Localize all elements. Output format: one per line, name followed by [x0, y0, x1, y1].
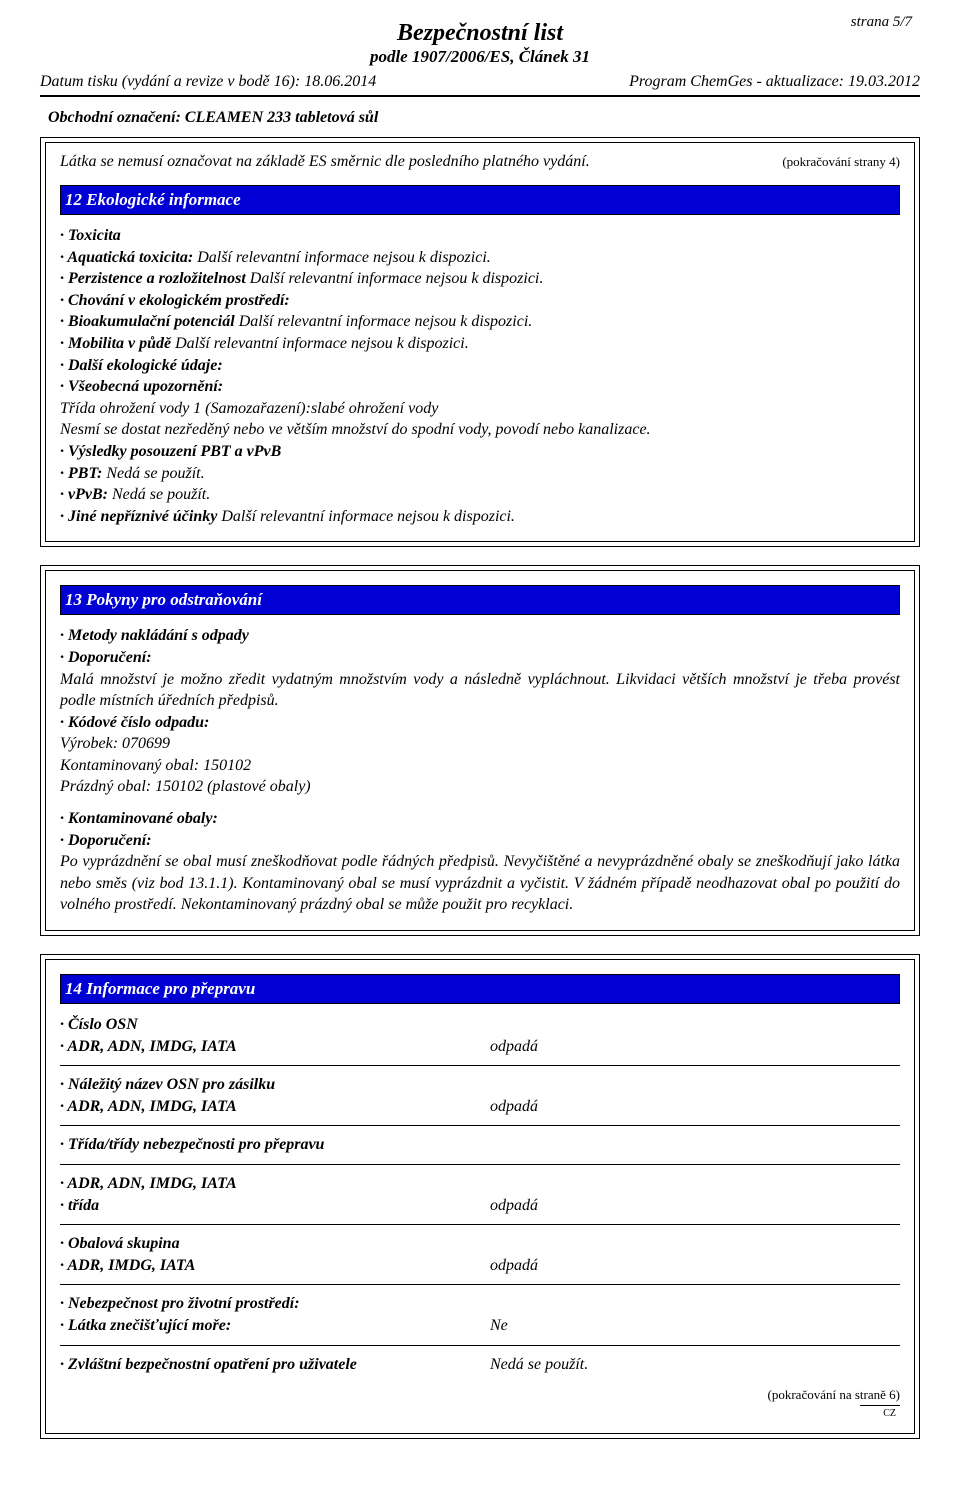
section-14-header: 14 Informace pro přepravu — [60, 974, 900, 1004]
section-13-header: 13 Pokyny pro odstraňování — [60, 585, 900, 615]
document-subtitle: podle 1907/2006/ES, Článek 31 — [40, 47, 920, 67]
other-adverse-value: Další relevantní informace nejsou k disp… — [217, 508, 515, 525]
page: strana 5/7 Bezpečnostní list podle 1907/… — [0, 0, 960, 1497]
divider — [60, 1065, 900, 1066]
divider — [60, 1345, 900, 1346]
hazard-class-label: · Třída/třídy nebezpečnosti pro přepravu — [60, 1134, 490, 1156]
packing-group-modes: · ADR, IMDG, IATA — [60, 1255, 490, 1277]
pbt-value: Nedá se použít. — [102, 465, 204, 482]
continuation-row: Látka se nemusí označovat na základě ES … — [60, 153, 900, 171]
general-notice-heading: · Všeobecná upozornění: — [60, 376, 900, 398]
persistence-label: · Perzistence a rozložitelnost — [60, 270, 246, 287]
contaminated-pack-heading: · Kontaminované obaly: — [60, 808, 900, 830]
water-warning: Nesmí se dostat nezředěný nebo ve větším… — [60, 419, 900, 441]
packaging-disposal-text: Po vyprázdnění se obal musí zneškodňovat… — [60, 851, 900, 916]
program-update: Program ChemGes - aktualizace: 19.03.201… — [629, 73, 920, 91]
divider — [60, 1164, 900, 1165]
special-precautions-value: Nedá se použít. — [490, 1354, 900, 1376]
header-rule — [40, 95, 920, 97]
section-12-header: 12 Ekologické informace — [60, 185, 900, 215]
marine-pollutant-label: · Látka znečišťující moře: — [60, 1315, 490, 1337]
bioaccum-label: · Bioakumulační potenciál — [60, 313, 235, 330]
other-adverse-label: · Jiné nepříznivé účinky — [60, 508, 217, 525]
bioaccum-value: Další relevantní informace nejsou k disp… — [235, 313, 533, 330]
section-13-body: · Metody nakládání s odpady · Doporučení… — [60, 625, 900, 916]
un-number-label: · Číslo OSN — [60, 1014, 490, 1036]
shipping-name-value: odpadá — [490, 1096, 900, 1118]
product-value: CLEAMEN 233 tabletová sůl — [181, 109, 378, 126]
header-meta-row: Datum tisku (vydání a revize v bodě 16):… — [40, 73, 920, 91]
section-13-outer: 13 Pokyny pro odstraňování · Metody nakl… — [40, 565, 920, 936]
recommendation-1-heading: · Doporučení: — [60, 647, 900, 669]
waste-code-contaminated: Kontaminovaný obal: 150102 — [60, 755, 900, 777]
divider — [60, 1125, 900, 1126]
class-value: odpadá — [490, 1195, 900, 1217]
other-eco-heading: · Další ekologické údaje: — [60, 355, 900, 377]
water-hazard-class: Třída ohrožení vody 1 (Samozařazení):sla… — [60, 398, 900, 420]
recommendation-2-heading: · Doporučení: — [60, 830, 900, 852]
waste-code-heading: · Kódové číslo odpadu: — [60, 712, 900, 734]
aquatic-tox-value: Další relevantní informace nejsou k disp… — [193, 249, 491, 266]
section-14-outer: 14 Informace pro přepravu · Číslo OSN · … — [40, 954, 920, 1439]
shipping-name-modes: · ADR, ADN, IMDG, IATA — [60, 1096, 490, 1118]
mobility-value: Další relevantní informace nejsou k disp… — [171, 335, 469, 352]
cz-rule — [860, 1405, 900, 1406]
print-date: Datum tisku (vydání a revize v bodě 16):… — [40, 73, 376, 91]
persistence-value: Další relevantní informace nejsou k disp… — [246, 270, 544, 287]
waste-code-product: Výrobek: 070699 — [60, 733, 900, 755]
vpvb-value: Nedá se použít. — [108, 486, 210, 503]
product-label: Obchodní označení: — [48, 109, 181, 126]
continuation-text: Látka se nemusí označovat na základě ES … — [60, 153, 590, 171]
divider — [60, 1224, 900, 1225]
packing-group-value: odpadá — [490, 1255, 900, 1277]
aquatic-tox-label: · Aquatická toxicita: — [60, 249, 193, 266]
un-number-value: odpadá — [490, 1036, 900, 1058]
mobility-label: · Mobilita v půdě — [60, 335, 171, 352]
behaviour-heading: · Chování v ekologickém prostředí: — [60, 290, 900, 312]
section-12-inner: Látka se nemusí označovat na základě ES … — [45, 142, 915, 542]
transport-table: · Číslo OSN · ADR, ADN, IMDG, IATAodpadá… — [60, 1014, 900, 1375]
document-title: Bezpečnostní list — [40, 20, 920, 47]
un-number-modes: · ADR, ADN, IMDG, IATA — [60, 1036, 490, 1058]
marine-pollutant-value: Ne — [490, 1315, 900, 1337]
shipping-name-label: · Náležitý název OSN pro zásilku — [60, 1074, 490, 1096]
vpvb-label: · vPvB: — [60, 486, 108, 503]
continuation-footer: (pokračování na straně 6) — [60, 1387, 900, 1403]
page-number: strana 5/7 — [851, 14, 912, 31]
section-12-body: · Toxicita · Aquatická toxicita: Další r… — [60, 225, 900, 527]
toxicity-heading: · Toxicita — [60, 225, 900, 247]
divider — [60, 1284, 900, 1285]
small-amounts-text: Malá množství je možno zředit vydatným m… — [60, 669, 900, 712]
continuation-page-ref: (pokračování strany 4) — [782, 154, 900, 170]
section-14-inner: 14 Informace pro přepravu · Číslo OSN · … — [45, 959, 915, 1434]
pbt-vpvb-heading: · Výsledky posouzení PBT a vPvB — [60, 441, 900, 463]
class-label: · třída — [60, 1195, 490, 1217]
env-hazard-label: · Nebezpečnost pro životní prostředí: — [60, 1293, 490, 1315]
locale-tag: CZ — [60, 1408, 900, 1419]
special-precautions-label: · Zvláštní bezpečnostní opatření pro uži… — [60, 1354, 490, 1376]
section-12-outer: Látka se nemusí označovat na základě ES … — [40, 137, 920, 547]
pbt-label: · PBT: — [60, 465, 102, 482]
waste-methods-heading: · Metody nakládání s odpady — [60, 625, 900, 647]
product-line: Obchodní označení: CLEAMEN 233 tabletová… — [48, 109, 920, 127]
section-13-inner: 13 Pokyny pro odstraňování · Metody nakl… — [45, 570, 915, 931]
waste-code-empty: Prázdný obal: 150102 (plastové obaly) — [60, 776, 900, 798]
hazard-class-modes: · ADR, ADN, IMDG, IATA — [60, 1173, 490, 1195]
packing-group-label: · Obalová skupina — [60, 1233, 490, 1255]
